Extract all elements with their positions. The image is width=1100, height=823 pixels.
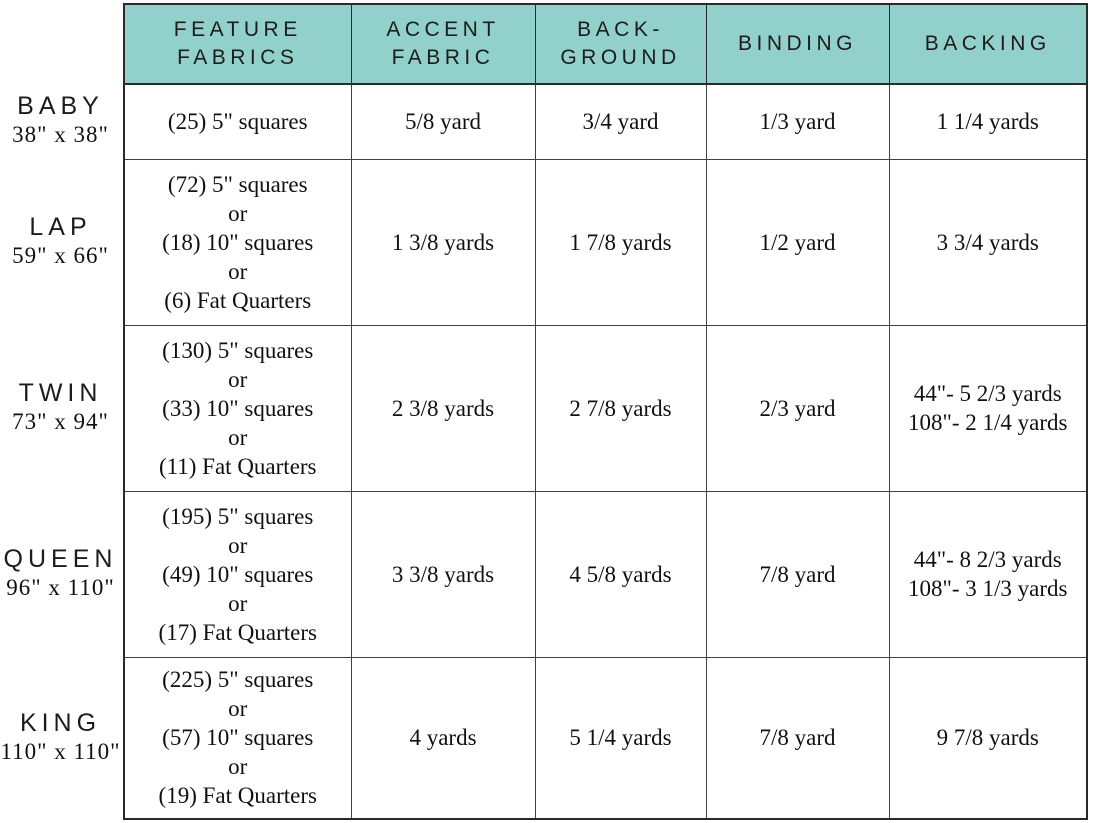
cell-twin-backing: 44"- 5 2/3 yards 108"- 2 1/4 yards [888,324,1088,492]
cell-queen-background: 4 5/8 yards [534,490,707,658]
cell-lap-backing: 3 3/4 yards [888,158,1088,326]
size-name: TWIN [18,378,103,407]
cell-baby-backing: 1 1/4 yards [888,83,1088,160]
row-label-king: KING 110" x 110" [0,702,121,772]
table-row-queen: (195) 5" squares or (49) 10" squares or … [123,490,1088,658]
cell-twin-feature: (130) 5" squares or (33) 10" squares or … [123,324,352,492]
cell-king-backing: 9 7/8 yards [888,656,1088,820]
col-header-binding: BINDING [705,3,890,85]
cell-baby-binding: 1/3 yard [705,83,890,160]
cell-lap-background: 1 7/8 yards [534,158,707,326]
cell-queen-binding: 7/8 yard [705,490,890,658]
col-header-feature-fabrics: FEATURE FABRICS [123,3,352,85]
cell-twin-accent: 2 3/8 yards [350,324,536,492]
table-row-lap: (72) 5" squares or (18) 10" squares or (… [123,158,1088,326]
fabric-requirements-table: FEATURE FABRICS ACCENT FABRIC BACK- GROU… [123,3,1088,820]
header-row: FEATURE FABRICS ACCENT FABRIC BACK- GROU… [123,3,1088,85]
col-header-backing: BACKING [888,3,1088,85]
cell-king-accent: 4 yards [350,656,536,820]
cell-queen-accent: 3 3/8 yards [350,490,536,658]
size-dimensions: 38" x 38" [12,121,109,147]
cell-baby-background: 3/4 yard [534,83,707,160]
col-header-background: BACK- GROUND [534,3,707,85]
cell-lap-accent: 1 3/8 yards [350,158,536,326]
cell-king-background: 5 1/4 yards [534,656,707,820]
table-row-baby: (25) 5" squares 5/8 yard 3/4 yard 1/3 ya… [123,83,1088,160]
cell-baby-accent: 5/8 yard [350,83,536,160]
size-dimensions: 110" x 110" [0,738,121,764]
cell-baby-feature: (25) 5" squares [123,83,352,160]
cell-king-feature: (225) 5" squares or (57) 10" squares or … [123,656,352,820]
cell-lap-binding: 1/2 yard [705,158,890,326]
cell-king-binding: 7/8 yard [705,656,890,820]
size-name: QUEEN [3,544,118,573]
row-label-lap: LAP 59" x 66" [0,206,121,276]
size-name: LAP [29,212,92,241]
row-label-twin: TWIN 73" x 94" [0,372,121,442]
col-header-accent-fabric: ACCENT FABRIC [350,3,536,85]
size-dimensions: 59" x 66" [12,242,109,268]
cell-queen-feature: (195) 5" squares or (49) 10" squares or … [123,490,352,658]
row-label-baby: BABY 38" x 38" [0,85,121,155]
cell-twin-background: 2 7/8 yards [534,324,707,492]
size-dimensions: 96" x 110" [6,574,115,600]
cell-twin-binding: 2/3 yard [705,324,890,492]
size-name: BABY [17,91,104,120]
size-name: KING [19,708,102,737]
table-row-twin: (130) 5" squares or (33) 10" squares or … [123,324,1088,492]
row-label-queen: QUEEN 96" x 110" [0,538,121,608]
cell-lap-feature: (72) 5" squares or (18) 10" squares or (… [123,158,352,326]
table-row-king: (225) 5" squares or (57) 10" squares or … [123,656,1088,820]
cell-queen-backing: 44"- 8 2/3 yards 108"- 3 1/3 yards [888,490,1088,658]
size-dimensions: 73" x 94" [12,408,109,434]
